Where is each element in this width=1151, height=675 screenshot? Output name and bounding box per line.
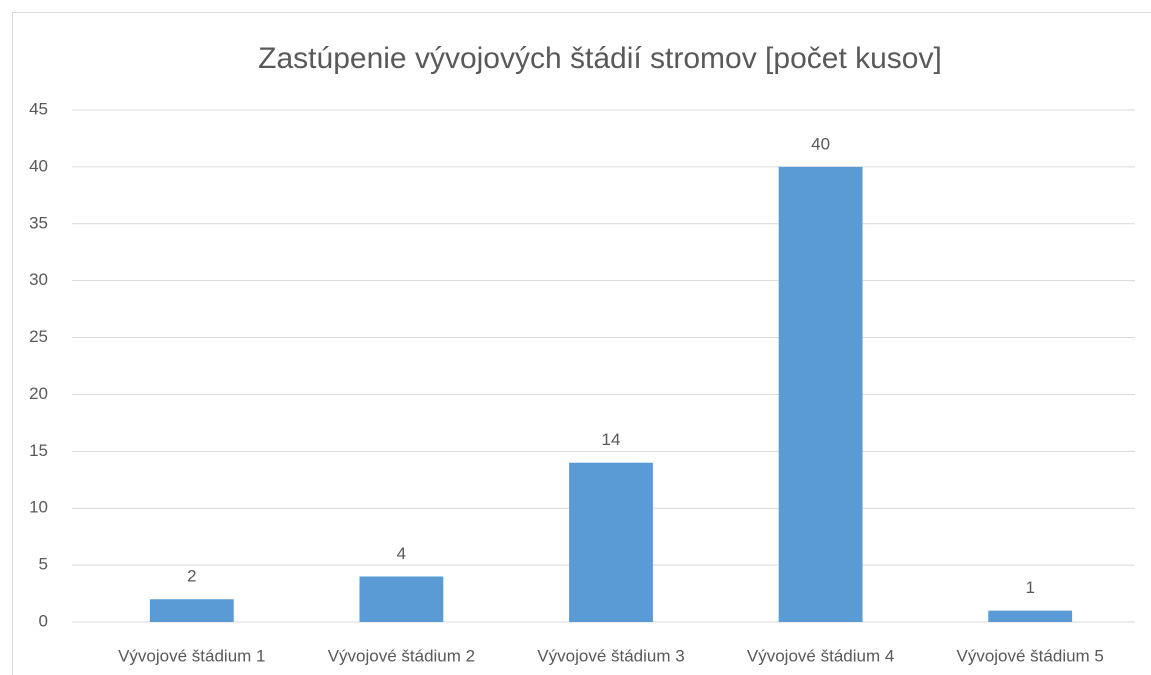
data-label: 2: [187, 567, 196, 586]
bar: [988, 610, 1073, 622]
x-tick-label: Vývojové štádium 4: [747, 646, 894, 665]
x-tick-label: Vývojové štádium 5: [956, 646, 1103, 665]
y-tick-label: 0: [39, 611, 48, 630]
data-label: 4: [397, 544, 406, 563]
y-tick-label: 15: [29, 441, 48, 460]
y-tick-label: 20: [29, 384, 48, 403]
x-tick-label: Vývojové štádium 1: [118, 646, 265, 665]
y-tick-label: 40: [29, 156, 48, 175]
x-tick-label: Vývojové štádium 2: [328, 646, 475, 665]
data-label: 1: [1025, 578, 1034, 597]
data-label: 40: [811, 134, 830, 153]
y-tick-label: 45: [29, 99, 48, 118]
bar: [569, 462, 653, 622]
chart-title: Zastúpenie vývojových štádií stromov [po…: [258, 42, 942, 75]
y-tick-label: 25: [29, 327, 48, 346]
y-tick-label: 30: [29, 270, 48, 289]
bar: [778, 166, 863, 622]
x-tick-label: Vývojové štádium 3: [537, 646, 684, 665]
bar: [149, 599, 234, 622]
y-tick-label: 10: [29, 498, 48, 517]
y-tick-label: 5: [39, 555, 48, 574]
data-label: 14: [602, 430, 621, 449]
y-tick-label: 35: [29, 213, 48, 232]
bar: [359, 576, 444, 622]
